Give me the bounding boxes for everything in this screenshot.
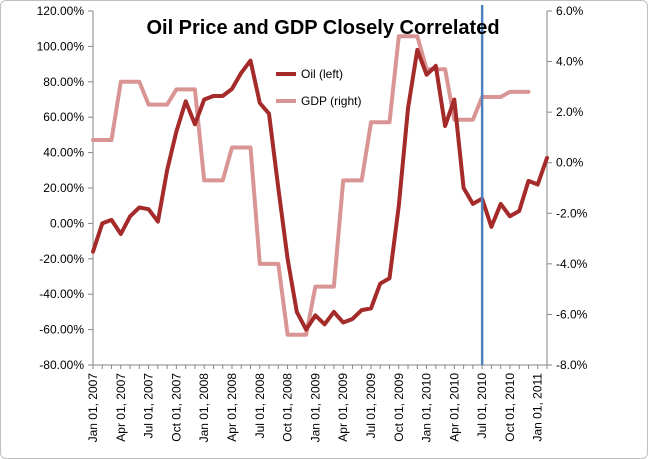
x-tick-label: Oct 01, 2010	[503, 373, 517, 442]
legend-oil-label: Oil (left)	[301, 67, 343, 81]
legend-gdp-label: GDP (right)	[301, 94, 361, 108]
right-tick-label: 6.0%	[556, 4, 584, 18]
x-tick-label: Jan 01, 2010	[420, 373, 434, 443]
series-layer	[91, 34, 549, 337]
x-tick-label: Jul 01, 2010	[475, 373, 489, 439]
oil-series-line	[91, 47, 549, 332]
left-tick-label: -60.00%	[39, 323, 84, 337]
right-tick-label: -6.0%	[556, 307, 588, 321]
x-tick-label: Jan 01, 2009	[308, 373, 322, 443]
left-tick-label: 60.00%	[43, 110, 84, 124]
left-tick-label: 40.00%	[43, 146, 84, 160]
gdp-series-line	[91, 34, 531, 337]
x-tick-label: Jan 01, 2008	[197, 373, 211, 443]
x-tick-label: Oct 01, 2009	[392, 373, 406, 442]
left-tick-label: -40.00%	[39, 287, 84, 301]
x-tick-label: Oct 01, 2008	[281, 373, 295, 442]
right-tick-label: -8.0%	[556, 358, 588, 372]
right-tick-label: 4.0%	[556, 55, 584, 69]
x-tick-label: Apr 01, 2007	[114, 373, 128, 442]
left-tick-label: 120.00%	[37, 4, 85, 18]
left-tick-label: 100.00%	[37, 39, 85, 53]
x-tick-label: Jan 01, 2007	[86, 373, 100, 443]
left-tick-label: 80.00%	[43, 75, 84, 89]
left-tick-label: 0.00%	[50, 216, 84, 230]
x-tick-label: Jan 01, 2011	[531, 373, 545, 442]
right-tick-label: 0.0%	[556, 156, 584, 170]
left-tick-label: -20.00%	[39, 252, 84, 266]
right-tick-label: 2.0%	[556, 105, 584, 119]
x-tick-label: Apr 01, 2008	[225, 373, 239, 442]
axes: 120.00% 100.00% 80.00% 60.00% 40.00% 20.00% 0.…	[37, 4, 588, 442]
x-tick-label: Apr 01, 2010	[447, 373, 461, 442]
left-tick-label: -80.00%	[39, 358, 84, 372]
x-tick-label: Oct 01, 2007	[169, 373, 183, 442]
x-tick-label: Apr 01, 2009	[336, 373, 350, 442]
x-tick-label: Jul 01, 2007	[142, 373, 156, 439]
legend: Oil (left) GDP (right)	[271, 64, 381, 112]
x-tick-label: Jul 01, 2008	[253, 373, 267, 439]
right-tick-label: -2.0%	[556, 206, 588, 220]
x-tick-label: Jul 01, 2009	[364, 373, 378, 439]
chart-title: Oil Price and GDP Closely Correlated	[146, 17, 499, 39]
left-tick-label: 20.00%	[43, 181, 84, 195]
right-tick-label: -4.0%	[556, 257, 588, 271]
